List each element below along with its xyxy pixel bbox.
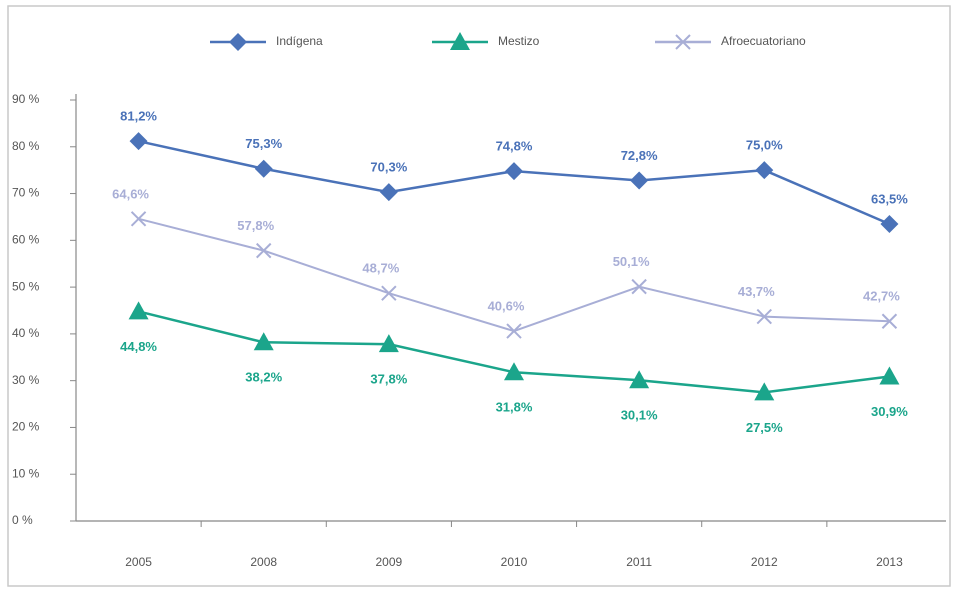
- data-label: 31,8%: [496, 400, 533, 415]
- legend-marker: [450, 32, 470, 50]
- data-label: 40,6%: [488, 299, 525, 314]
- data-point: [129, 132, 148, 151]
- data-label: 64,6%: [112, 186, 149, 201]
- y-tick-label: 70 %: [12, 186, 40, 200]
- y-tick-label: 60 %: [12, 233, 40, 247]
- data-point: [504, 362, 524, 381]
- y-tick-label: 30 %: [12, 373, 40, 387]
- data-point: [880, 214, 899, 233]
- data-label: 81,2%: [120, 109, 157, 124]
- data-label: 27,5%: [746, 420, 783, 435]
- data-label: 50,1%: [613, 254, 650, 269]
- y-tick-label: 0 %: [12, 513, 33, 527]
- data-point: [253, 332, 274, 351]
- data-label: 74,8%: [496, 139, 533, 154]
- data-point: [379, 183, 398, 202]
- y-tick-label: 40 %: [12, 326, 40, 340]
- x-tick-label: 2011: [626, 555, 652, 569]
- data-point: [254, 159, 273, 178]
- y-tick-label: 90 %: [12, 92, 40, 106]
- data-label: 44,8%: [120, 339, 157, 354]
- x-tick-label: 2005: [125, 555, 152, 569]
- y-tick-label: 10 %: [12, 466, 40, 480]
- data-label: 38,2%: [245, 370, 282, 385]
- data-point: [256, 242, 272, 259]
- y-tick-label: 20 %: [12, 420, 40, 434]
- data-label: 75,3%: [245, 136, 282, 151]
- data-point: [505, 162, 523, 181]
- data-label: 72,8%: [621, 148, 658, 163]
- legend-label: Afroecuatoriano: [721, 34, 806, 48]
- data-point: [128, 301, 149, 320]
- data-label: 30,9%: [871, 404, 908, 419]
- data-point: [130, 211, 147, 227]
- data-point: [879, 366, 900, 385]
- x-tick-label: 2008: [250, 555, 277, 569]
- data-point: [756, 308, 772, 325]
- legend-label: Indígena: [276, 34, 323, 48]
- legend-marker: [675, 34, 691, 50]
- data-label: 37,8%: [370, 372, 407, 387]
- data-point: [631, 278, 647, 295]
- data-label: 30,1%: [621, 408, 658, 423]
- y-tick-label: 50 %: [12, 279, 40, 293]
- data-label: 42,7%: [863, 289, 900, 304]
- legend-label: Mestizo: [498, 34, 540, 48]
- data-point: [506, 323, 522, 339]
- y-tick-label: 80 %: [12, 139, 40, 153]
- chart-frame: [7, 5, 951, 587]
- data-point: [754, 382, 775, 401]
- data-point: [629, 370, 650, 389]
- data-label: 70,3%: [370, 160, 407, 175]
- x-tick-label: 2012: [751, 555, 778, 569]
- data-label: 48,7%: [362, 261, 399, 276]
- x-tick-label: 2013: [876, 555, 903, 569]
- data-label: 43,7%: [738, 284, 775, 299]
- data-point: [755, 161, 774, 180]
- data-label: 75,0%: [746, 138, 783, 153]
- data-point: [381, 285, 397, 301]
- data-point: [881, 313, 898, 329]
- x-tick-label: 2009: [376, 555, 403, 569]
- x-tick-label: 2010: [501, 555, 528, 569]
- data-label: 57,8%: [237, 218, 274, 233]
- data-point: [378, 334, 399, 353]
- data-label: 63,5%: [871, 191, 908, 206]
- legend-marker: [229, 33, 247, 51]
- data-point: [630, 171, 649, 190]
